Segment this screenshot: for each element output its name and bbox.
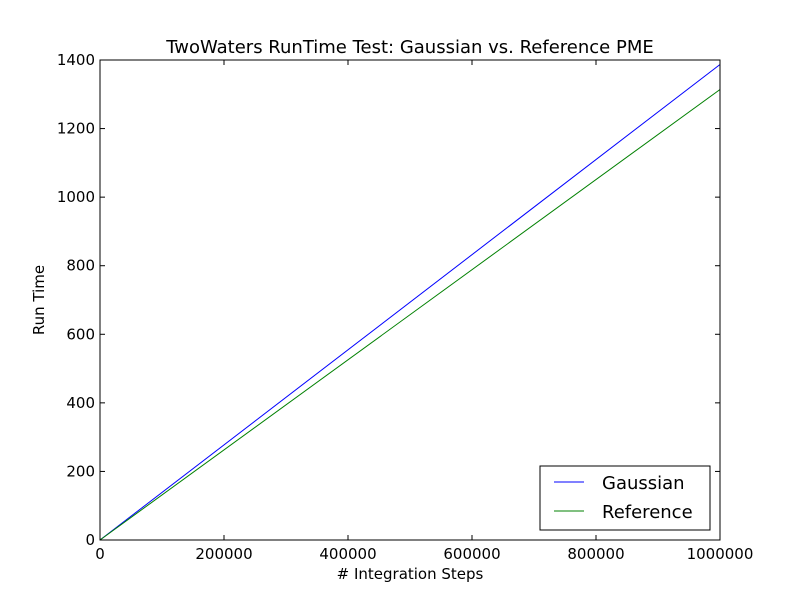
- y-tick-label: 1400: [57, 51, 95, 69]
- series-line-reference: [99, 89, 721, 541]
- legend-box: [539, 465, 711, 531]
- x-tick-label: 0: [95, 545, 105, 563]
- chart-title: TwoWaters RunTime Test: Gaussian vs. Ref…: [165, 37, 653, 58]
- series-line-gaussian: [99, 64, 721, 541]
- y-tick-label: 0: [85, 531, 95, 549]
- x-tick-label: 1000000: [687, 545, 754, 563]
- plot-frame: [99, 59, 721, 541]
- y-axis: 0 200 400 600 800 1000 1200 1400: [57, 51, 720, 549]
- y-axis-label: Run Time: [30, 265, 48, 335]
- x-tick-label: 200000: [195, 545, 252, 563]
- y-tick-label: 600: [66, 325, 95, 343]
- y-tick-label: 400: [66, 394, 95, 412]
- x-axis-label: # Integration Steps: [337, 565, 484, 583]
- legend-label-reference: Reference: [602, 502, 693, 523]
- x-tick-label: 600000: [443, 545, 500, 563]
- legend: Gaussian Reference: [539, 465, 711, 531]
- y-tick-label: 1200: [57, 120, 95, 138]
- x-tick-label: 400000: [319, 545, 376, 563]
- y-tick-label: 800: [66, 257, 95, 275]
- x-tick-label: 800000: [567, 545, 624, 563]
- series-layer: [99, 64, 721, 541]
- y-tick-label: 1000: [57, 188, 95, 206]
- legend-label-gaussian: Gaussian: [602, 473, 685, 494]
- x-axis: 0 200000 400000 600000 800000 1000000: [95, 60, 753, 563]
- y-tick-label: 200: [66, 462, 95, 480]
